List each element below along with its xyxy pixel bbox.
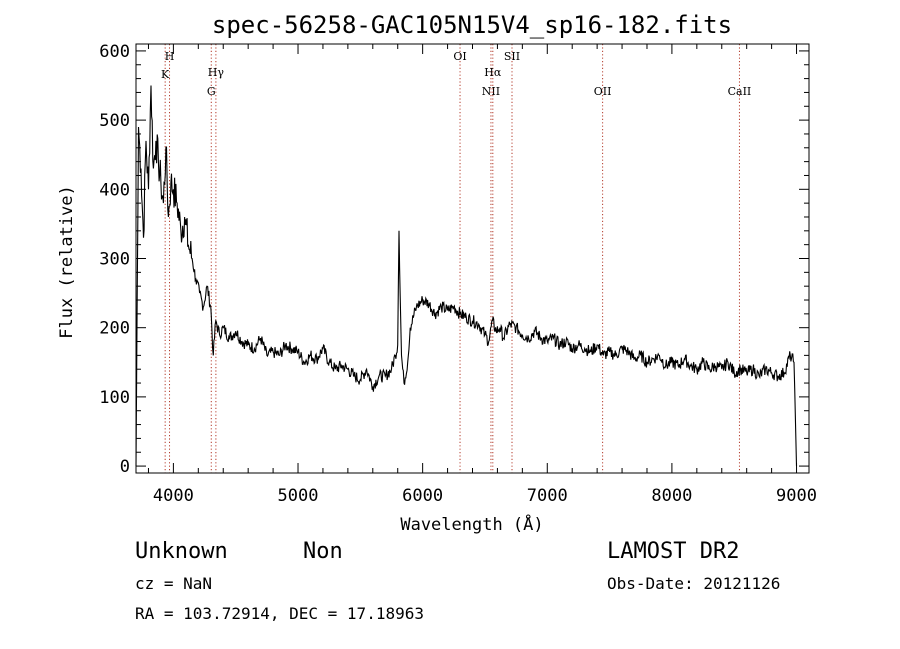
spectrum-line [135,85,798,467]
line-marker-label-4: OI [453,50,466,63]
chart-title: spec-56258-GAC105N15V4_sp16-182.fits [212,11,732,39]
line-marker-label-7: SII [504,50,520,63]
object-class: Unknown [135,539,228,564]
x-tick-label-4000: 4000 [153,486,194,506]
redshift-label: cz = NaN [135,574,213,593]
line-marker-label-1: H [165,50,175,63]
x-tick-label-9000: 9000 [776,486,817,506]
line-marker-label-5: NII [482,85,500,98]
x-tick-label-6000: 6000 [402,486,443,506]
x-tick-label-5000: 5000 [278,486,319,506]
y-tick-label-0: 0 [120,457,130,477]
y-axis-label: Flux (relative) [57,185,77,339]
y-tick-label-500: 500 [99,111,130,131]
survey-label: LAMOST DR2 [607,539,740,564]
y-tick-label-200: 200 [99,319,130,339]
line-marker-label-0: K [161,68,170,81]
coordinates-label: RA = 103.72914, DEC = 17.18963 [135,604,424,623]
y-tick-label-600: 600 [99,42,130,62]
line-marker-label-6: Hα [484,66,502,79]
spectrum-chart: spec-56258-GAC105N15V4_sp16-182.fits KH G… [57,11,817,535]
x-tick-label-7000: 7000 [527,486,568,506]
y-tick-label-300: 300 [99,250,130,270]
x-tick-label-8000: 8000 [651,486,692,506]
line-marker-label-8: OII [594,85,612,98]
line-marker-label-9: CaII [728,85,752,98]
object-subclass: Non [303,539,343,564]
y-tick-label-400: 400 [99,180,130,200]
line-marker-label-3: Hγ [208,66,225,79]
obs-date-label: Obs-Date: 20121126 [607,574,781,593]
x-axis-label: Wavelength (Å) [400,513,543,535]
line-marker-label-2: G [207,85,216,98]
plot-frame [135,43,810,474]
y-tick-label-100: 100 [99,388,130,408]
